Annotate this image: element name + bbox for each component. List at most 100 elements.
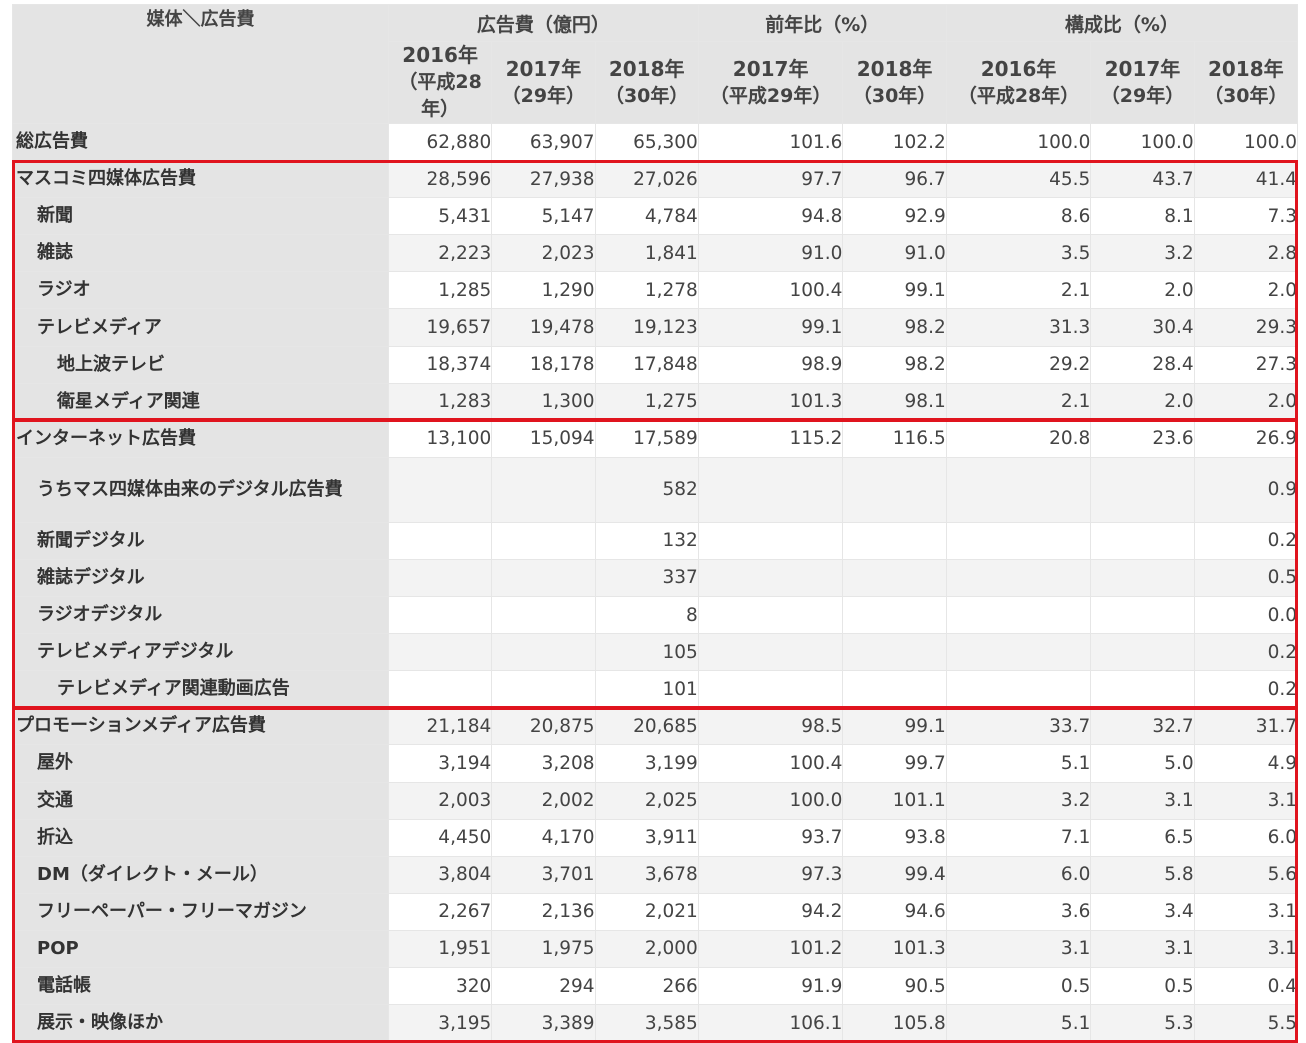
value-cell: 1,975: [491, 929, 596, 968]
value-cell: 20.8: [945, 419, 1092, 458]
value-cell: 94.8: [697, 197, 844, 236]
value-cell: [697, 670, 844, 709]
value-cell: 91.0: [697, 234, 844, 273]
table-row: 新聞デジタル 132 0.2: [12, 521, 1299, 560]
value-cell: 2,003: [387, 781, 493, 820]
value-cell: 4.9: [1193, 744, 1299, 783]
value-cell: 0.5: [1193, 558, 1299, 598]
table-row: マスコミ四媒体広告費 28,596 27,938 27,026 97.7 96.7 45.5…: [12, 160, 1299, 199]
value-cell: [387, 558, 493, 598]
value-cell: 31.7: [1193, 707, 1299, 746]
value-cell: 115.2: [697, 419, 844, 458]
value-cell: 1,951: [387, 929, 493, 968]
year-header: 2017年 （29年）: [1090, 41, 1195, 124]
value-cell: 29.3: [1193, 308, 1299, 347]
value-cell: 105: [594, 633, 699, 672]
row-label: マスコミ四媒体広告費: [12, 160, 389, 199]
year-header-year: 2017年: [1104, 56, 1181, 81]
value-cell: 29.2: [945, 345, 1092, 384]
row-label: 電話帳: [12, 966, 389, 1006]
value-cell: 6.5: [1090, 818, 1195, 857]
value-cell: 18,178: [491, 345, 596, 384]
year-header-era: （30年）: [852, 84, 937, 107]
value-cell: 99.1: [842, 707, 947, 746]
value-cell: 63,907: [491, 122, 596, 162]
value-cell: 101.6: [697, 122, 844, 162]
value-cell: 4,170: [491, 818, 596, 857]
value-cell: 100.4: [697, 744, 844, 783]
value-cell: [491, 670, 596, 709]
value-cell: 2,223: [387, 234, 493, 273]
value-cell: 3.2: [1090, 234, 1195, 273]
value-cell: 97.3: [697, 855, 844, 894]
table-row: 展示・映像ほか 3,195 3,389 3,585 106.1 105.8 5.1 5.3 5.…: [12, 1004, 1299, 1043]
value-cell: 20,685: [594, 707, 699, 746]
value-cell: 2,267: [387, 892, 493, 931]
year-header: 2016年 （平成28年）: [945, 41, 1092, 124]
value-cell: 91.9: [697, 966, 844, 1006]
row-label: テレビメディア: [12, 308, 389, 347]
value-cell: 91.0: [842, 234, 947, 273]
row-label: 新聞デジタル: [12, 521, 389, 560]
table-row: インターネット広告費 13,100 15,094 17,589 115.2 116.5 20…: [12, 419, 1299, 458]
value-cell: 2,002: [491, 781, 596, 820]
value-cell: 100.0: [945, 122, 1092, 162]
value-cell: 43.7: [1090, 160, 1195, 199]
value-cell: 266: [594, 966, 699, 1006]
year-header-year: 2018年: [856, 56, 933, 81]
year-header: 2018年 （30年）: [1193, 41, 1299, 124]
value-cell: 1,278: [594, 271, 699, 310]
value-cell: 99.1: [697, 308, 844, 347]
value-cell: 98.9: [697, 345, 844, 384]
value-cell: 5.1: [945, 1004, 1092, 1043]
value-cell: 3,911: [594, 818, 699, 857]
row-label: 展示・映像ほか: [12, 1004, 389, 1043]
value-cell: 2,025: [594, 781, 699, 820]
value-cell: 3.1: [1193, 892, 1299, 931]
year-header-year: 2017年: [505, 56, 582, 81]
value-cell: 101.3: [697, 382, 844, 421]
table-row: POP 1,951 1,975 2,000 101.2 101.3 3.1 3.1 3.1: [12, 929, 1299, 968]
value-cell: 2.8: [1193, 234, 1299, 273]
value-cell: 101.3: [842, 929, 947, 968]
value-cell: 3,199: [594, 744, 699, 783]
value-cell: 1,283: [387, 382, 493, 421]
value-cell: 3,194: [387, 744, 493, 783]
row-label: 総広告費: [12, 122, 389, 162]
value-cell: 2.0: [1193, 382, 1299, 421]
value-cell: 15,094: [491, 419, 596, 458]
value-cell: 1,275: [594, 382, 699, 421]
year-header-year: 2016年: [980, 56, 1057, 81]
value-cell: 28,596: [387, 160, 493, 199]
year-header-year: 2018年: [1207, 56, 1284, 81]
table-row: プロモーションメディア広告費 21,184 20,875 20,685 98.5 99.1…: [12, 707, 1299, 746]
value-cell: 7.1: [945, 818, 1092, 857]
value-cell: 99.7: [842, 744, 947, 783]
value-cell: 0.2: [1193, 521, 1299, 560]
value-cell: 2.1: [945, 271, 1092, 310]
value-cell: 100.0: [1193, 122, 1299, 162]
row-label: 交通: [12, 781, 389, 820]
value-cell: 132: [594, 521, 699, 560]
value-cell: [387, 670, 493, 709]
group-header-ad-cost: 広告費（億円）: [387, 4, 699, 42]
value-cell: 101.1: [842, 781, 947, 820]
value-cell: 5.0: [1090, 744, 1195, 783]
table-row: DM（ダイレクト・メール） 3,804 3,701 3,678 97.3 99.4 6.0 5…: [12, 855, 1299, 894]
value-cell: 105.8: [842, 1004, 947, 1043]
table-row: 衛星メディア関連 1,283 1,300 1,275 101.3 98.1 2.1 2.0 2.…: [12, 382, 1299, 421]
value-cell: 2.1: [945, 382, 1092, 421]
value-cell: 294: [491, 966, 596, 1006]
table-row: テレビメディアデジタル 105 0.2: [12, 633, 1299, 672]
value-cell: [945, 596, 1092, 635]
value-cell: [697, 521, 844, 560]
year-header-era: （30年）: [1204, 84, 1288, 107]
value-cell: [1090, 521, 1195, 560]
value-cell: [1090, 670, 1195, 709]
year-header-year: 2018年: [608, 56, 685, 81]
value-cell: 20,875: [491, 707, 596, 746]
value-cell: 17,589: [594, 419, 699, 458]
table-row: フリーペーパー・フリーマガジン 2,267 2,136 2,021 94.2 94.6 3.…: [12, 892, 1299, 931]
value-cell: 3,804: [387, 855, 493, 894]
row-label: テレビメディア関連動画広告: [12, 670, 389, 709]
